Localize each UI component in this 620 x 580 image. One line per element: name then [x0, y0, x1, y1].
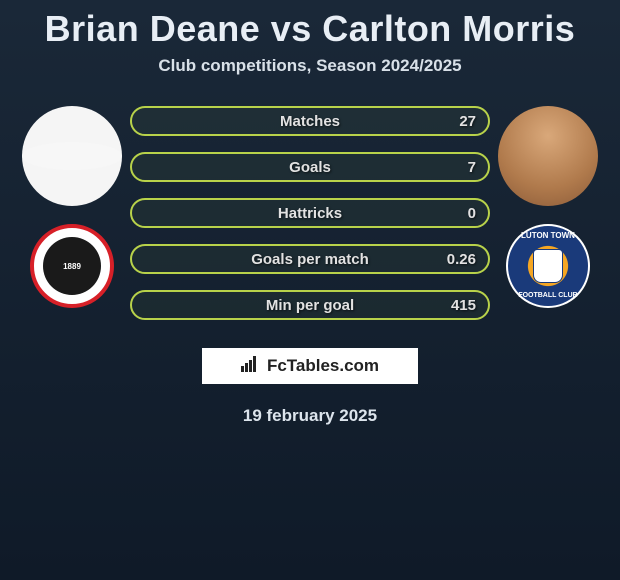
stat-label: Min per goal [266, 297, 354, 314]
left-player-photo [22, 106, 122, 206]
stat-value-right: 27 [459, 113, 476, 130]
stat-bar-goals-per-match: Goals per match 0.26 [130, 244, 490, 274]
footer-brand-text: FcTables.com [267, 356, 379, 376]
right-club-badge: LUTON TOWN FOOTBALL CLUB [506, 224, 590, 308]
stat-value-right: 0.26 [447, 251, 476, 268]
chart-icon [241, 356, 261, 377]
stat-value-right: 7 [468, 159, 476, 176]
stat-label: Matches [280, 113, 340, 130]
footer-brand: FcTables.com [202, 348, 418, 384]
stat-label: Goals [289, 159, 331, 176]
sheffield-badge-inner: 1889 [43, 237, 101, 295]
stat-bar-min-per-goal: Min per goal 415 [130, 290, 490, 320]
stat-label: Hattricks [278, 205, 342, 222]
stat-bar-matches: Matches 27 [130, 106, 490, 136]
stat-value-right: 415 [451, 297, 476, 314]
luton-shield-icon [533, 249, 563, 283]
left-club-badge: 1889 [30, 224, 114, 308]
comparison-row: 1889 Matches 27 Goals 7 Hattricks 0 Goal… [0, 106, 620, 320]
stat-value-right: 0 [468, 205, 476, 222]
right-player-photo [498, 106, 598, 206]
luton-ring-bottom: FOOTBALL CLUB [508, 292, 588, 300]
stat-bar-hattricks: Hattricks 0 [130, 198, 490, 228]
right-player-column: LUTON TOWN FOOTBALL CLUB [498, 106, 598, 308]
page-title: Brian Deane vs Carlton Morris [0, 0, 620, 56]
stat-bar-goals: Goals 7 [130, 152, 490, 182]
left-club-year: 1889 [63, 262, 81, 271]
stat-label: Goals per match [251, 251, 369, 268]
left-player-column: 1889 [22, 106, 122, 308]
luton-ring-top: LUTON TOWN [508, 232, 588, 241]
stats-column: Matches 27 Goals 7 Hattricks 0 Goals per… [130, 106, 490, 320]
date-text: 19 february 2025 [0, 406, 620, 426]
subtitle: Club competitions, Season 2024/2025 [0, 56, 620, 76]
photo-placeholder-icon [22, 142, 122, 170]
